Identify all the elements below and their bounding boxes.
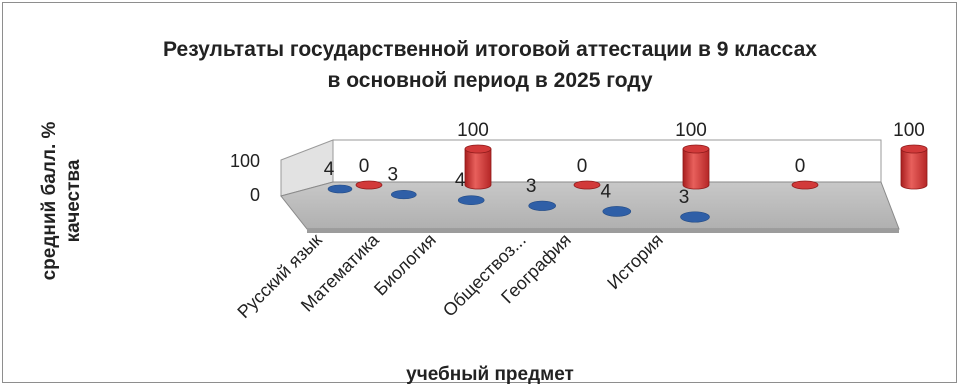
chart-svg: Результаты государственной итоговой атте… [39,38,928,384]
x-axis-title: учебный предмет [406,364,574,384]
data-label: 3 [526,176,537,197]
bar-cylinder-body [682,148,710,190]
bar-disk [680,211,710,223]
bar-disk [528,200,557,211]
bar-cylinder-top [791,180,819,190]
data-label: 3 [388,165,399,186]
bar-cylinder-top [682,144,710,154]
y-tick-label: 0 [250,185,260,205]
bar-cylinder-top [464,144,492,154]
floor-front-edge [307,229,899,233]
bar-disk [602,206,632,217]
data-label: 0 [359,156,370,177]
bar-cylinder-top [355,180,383,190]
bar-disk [457,195,485,205]
data-label: 0 [577,156,588,177]
chart-title-line-2: в основной период в 2025 году [327,69,652,92]
data-label: 4 [324,159,335,180]
bar-cylinder-body [900,148,928,190]
bar-cylinder-top [900,144,928,154]
y-axis-title-line-2: качества [63,159,84,242]
chart-title-line-1: Результаты государственной итоговой атте… [163,38,817,61]
data-label: 100 [675,120,707,141]
bar-disk [327,184,353,194]
data-label: 100 [893,120,925,141]
data-label: 4 [455,170,466,191]
data-label: 4 [601,181,612,202]
bar-cylinder-body [464,148,492,190]
y-tick-label: 100 [230,151,260,171]
data-label: 3 [679,187,690,208]
data-label: 0 [795,156,806,177]
floor [280,181,900,230]
x-tick-label: История [603,230,667,294]
x-tick-label: Биология [370,230,440,300]
y-axis-title-line-1: средний балл. % [39,121,60,280]
data-label: 100 [457,120,489,141]
bar-disk [390,190,417,200]
bar-cylinder-top [573,180,601,190]
